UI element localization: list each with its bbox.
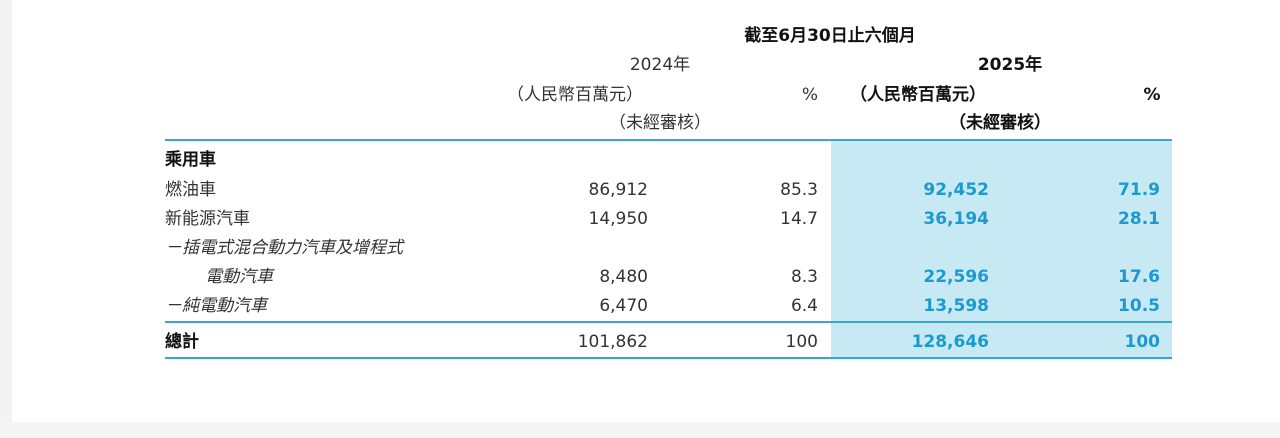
cell: 28.1 [1118, 209, 1160, 229]
cell: 10.5 [1118, 296, 1160, 316]
column-unit: （人民幣百萬元） [507, 85, 643, 105]
row-label: 乘用車 [165, 150, 216, 170]
cell: 36,194 [923, 209, 989, 229]
cell: 14.7 [780, 209, 818, 229]
column-audit: （未經審核） [609, 113, 711, 133]
rule [165, 139, 1172, 141]
margin [0, 0, 12, 438]
row-label: 新能源汽車 [165, 209, 250, 229]
column-year: 2025年 [977, 55, 1043, 75]
row-label: 總計 [165, 332, 199, 352]
cell: 6.4 [790, 296, 818, 316]
cell: 128,646 [911, 332, 989, 352]
highlight-column [831, 141, 1172, 358]
cell: 100 [785, 332, 818, 352]
row-label: －插電式混合動力汽車及增程式 [165, 238, 403, 258]
cell: 14,950 [588, 209, 648, 229]
row-label: －純電動汽車 [165, 296, 267, 316]
column-pct: % [801, 85, 819, 105]
cell: 71.9 [1118, 180, 1160, 200]
row-label: 電動汽車 [205, 267, 273, 287]
cell: 100 [1124, 332, 1161, 352]
cell: 85.3 [780, 180, 818, 200]
cell: 17.6 [1118, 267, 1160, 287]
cell: 13,598 [923, 296, 989, 316]
column-unit: （人民幣百萬元） [850, 85, 986, 105]
cell: 101,862 [577, 332, 648, 352]
column-year: 2024年 [629, 55, 691, 75]
rule [165, 321, 1172, 323]
column-audit: （未經審核） [949, 113, 1051, 133]
column-pct: % [1143, 85, 1161, 105]
rule [165, 357, 1172, 359]
cell: 22,596 [923, 267, 989, 287]
cell: 8,480 [599, 267, 648, 287]
margin [0, 422, 1280, 438]
cell: 86,912 [588, 180, 648, 200]
cell: 8.3 [790, 267, 818, 287]
cell: 92,452 [923, 180, 989, 200]
period-header: 截至6月30日止六個月 [744, 26, 916, 46]
row-label: 燃油車 [165, 180, 216, 200]
cell: 6,470 [599, 296, 648, 316]
